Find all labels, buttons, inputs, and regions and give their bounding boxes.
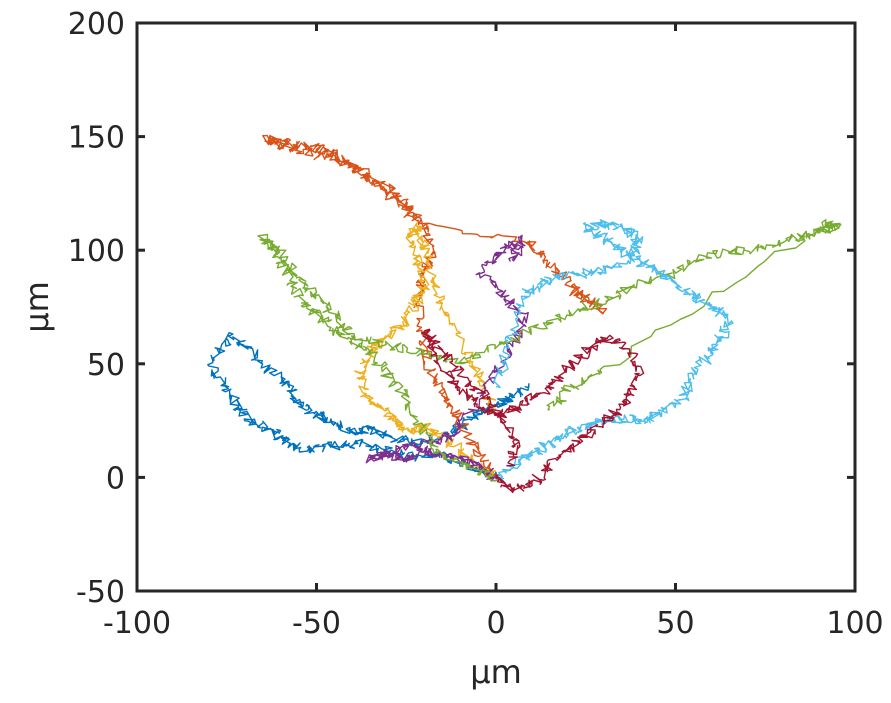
trajectory-series-6 (493, 219, 734, 480)
x-tick-label: -50 (292, 606, 341, 641)
y-tick-label: 150 (68, 121, 125, 156)
y-tick-label: 200 (68, 7, 125, 42)
trajectory-series-2 (262, 134, 608, 477)
y-tick-label: 0 (106, 461, 125, 496)
x-tick-label: 0 (486, 606, 505, 641)
trajectory-series-3 (354, 222, 500, 482)
y-tick-label: -50 (76, 575, 125, 610)
x-tick-label: 50 (656, 606, 694, 641)
y-axis-label: μm (18, 281, 56, 333)
x-axis-label: μm (470, 653, 522, 691)
x-tick-label: -100 (103, 606, 171, 641)
series-layer (207, 134, 842, 494)
y-tick-label: 100 (68, 234, 125, 269)
y-tick-label: 50 (87, 348, 125, 383)
trajectory-series-4 (365, 234, 529, 482)
trajectory-series-7 (421, 328, 645, 494)
trajectory-series-5 (257, 219, 842, 482)
plot-area (137, 23, 855, 591)
trajectory-series-1 (207, 332, 530, 480)
x-tick-label: 100 (826, 606, 883, 641)
